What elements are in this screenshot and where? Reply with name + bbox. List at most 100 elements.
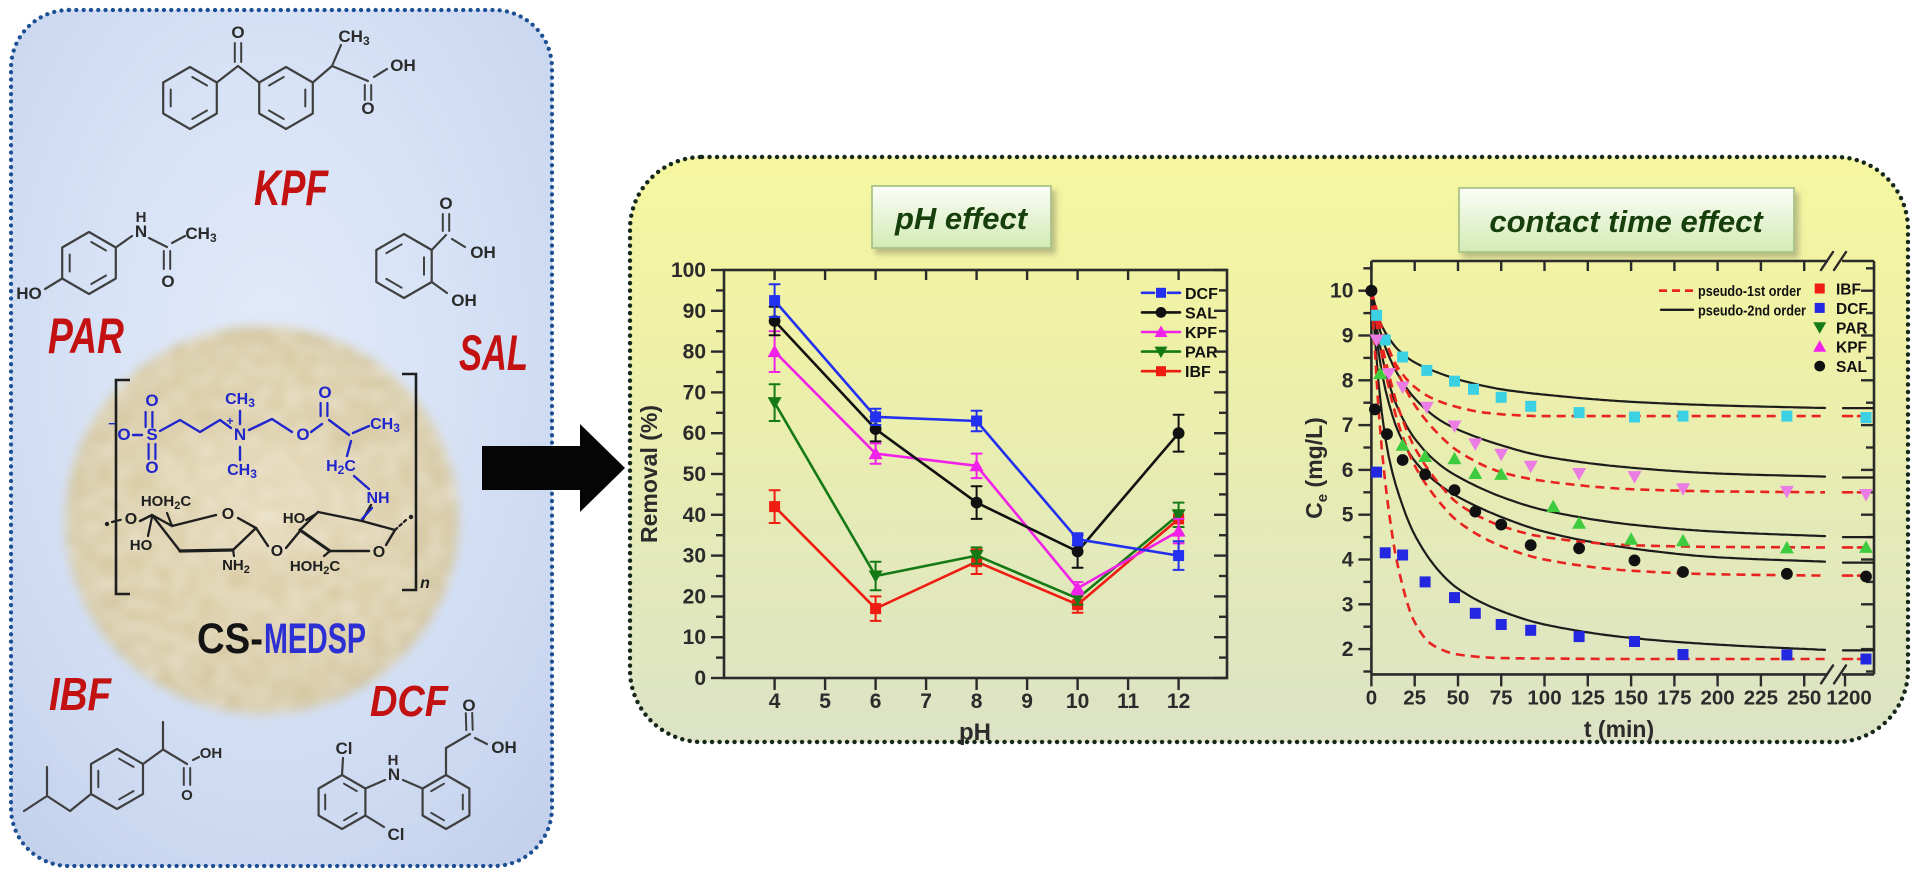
svg-text:contact time effect: contact time effect: [1489, 204, 1764, 239]
svg-text:IBF: IBF: [1836, 282, 1861, 299]
svg-text:9: 9: [1342, 325, 1354, 348]
svg-text:O: O: [296, 425, 309, 444]
svg-text:75: 75: [1490, 686, 1513, 709]
svg-text:O: O: [145, 458, 158, 477]
svg-text:IBF: IBF: [1185, 364, 1211, 381]
svg-text:5: 5: [819, 690, 831, 713]
svg-text:0: 0: [1366, 686, 1377, 709]
svg-text:4: 4: [769, 690, 781, 713]
svg-text:200: 200: [1700, 686, 1734, 709]
svg-text:Removal (%): Removal (%): [636, 405, 662, 543]
svg-text:O: O: [373, 544, 385, 561]
svg-text:10: 10: [683, 626, 706, 649]
svg-text:8: 8: [971, 690, 983, 713]
svg-text:80: 80: [683, 341, 706, 364]
svg-text:PAR: PAR: [48, 308, 124, 364]
svg-text:CH3: CH3: [185, 224, 217, 245]
svg-text:O: O: [145, 391, 158, 410]
svg-text:11: 11: [1117, 690, 1140, 713]
svg-text:O: O: [181, 787, 193, 804]
svg-text:8: 8: [1342, 369, 1354, 392]
svg-text:125: 125: [1571, 686, 1605, 709]
svg-text:175: 175: [1657, 686, 1691, 709]
svg-text:N: N: [388, 765, 400, 784]
svg-text:O: O: [222, 506, 234, 523]
svg-text:O: O: [271, 543, 283, 560]
svg-text:7: 7: [920, 690, 932, 713]
svg-text:25: 25: [1403, 686, 1426, 709]
svg-text:10: 10: [1066, 690, 1089, 713]
svg-text:40: 40: [683, 504, 706, 527]
svg-text:KPF: KPF: [1836, 340, 1867, 357]
svg-text:100: 100: [1527, 686, 1561, 709]
svg-text:9: 9: [1021, 690, 1033, 713]
svg-text:12: 12: [1167, 690, 1190, 713]
svg-text:NH2: NH2: [222, 557, 250, 576]
svg-text:2: 2: [1342, 638, 1354, 661]
svg-text:OH: OH: [451, 291, 477, 310]
svg-text:CH3: CH3: [338, 27, 370, 48]
svg-text:pH: pH: [959, 719, 991, 746]
svg-text:SAL: SAL: [1185, 305, 1217, 322]
svg-text:HO: HO: [16, 284, 42, 303]
svg-text:CH3: CH3: [370, 416, 400, 435]
svg-text:SAL: SAL: [459, 325, 528, 381]
svg-text:6: 6: [1342, 459, 1354, 482]
svg-text:O: O: [125, 511, 137, 528]
svg-text:OH: OH: [491, 738, 517, 757]
svg-text:CS-: CS-: [197, 615, 263, 663]
svg-text:NH: NH: [366, 490, 389, 507]
svg-text:O: O: [439, 194, 452, 213]
svg-text:10: 10: [1330, 280, 1353, 303]
svg-text:Cl: Cl: [388, 825, 405, 844]
svg-text:+: +: [226, 414, 233, 428]
svg-text:MEDSP: MEDSP: [264, 615, 366, 663]
svg-text:90: 90: [683, 300, 706, 323]
svg-text:30: 30: [683, 545, 706, 568]
svg-text:pseudo-2nd order: pseudo-2nd order: [1698, 303, 1806, 320]
svg-text:50: 50: [683, 463, 706, 486]
svg-text:0: 0: [694, 667, 706, 690]
svg-text:SAL: SAL: [1836, 359, 1867, 376]
svg-text:CH3: CH3: [227, 462, 257, 481]
svg-text:n: n: [420, 575, 430, 592]
svg-text:250: 250: [1787, 686, 1821, 709]
svg-text:DCF: DCF: [1185, 286, 1218, 303]
svg-text:4: 4: [1342, 549, 1354, 572]
svg-text:H: H: [136, 209, 147, 226]
svg-text:O: O: [361, 99, 374, 118]
svg-text:DCF: DCF: [1836, 301, 1868, 318]
svg-text:H: H: [388, 752, 399, 769]
svg-text:N: N: [234, 425, 246, 444]
svg-text:PAR: PAR: [1836, 320, 1868, 337]
svg-text:20: 20: [683, 585, 706, 608]
svg-text:KPF: KPF: [254, 160, 329, 216]
svg-text:HOH2C: HOH2C: [290, 558, 340, 577]
svg-text:225: 225: [1744, 686, 1778, 709]
svg-text:O: O: [117, 425, 130, 444]
svg-text:O: O: [231, 23, 244, 42]
svg-text:KPF: KPF: [1185, 325, 1217, 342]
svg-text:6: 6: [870, 690, 882, 713]
svg-text:O: O: [318, 383, 331, 402]
svg-text:7: 7: [1342, 414, 1354, 437]
svg-text:Cl: Cl: [336, 739, 353, 758]
svg-text:CH3: CH3: [225, 391, 255, 410]
svg-text:1200: 1200: [1826, 686, 1872, 709]
svg-text:IBF: IBF: [49, 668, 113, 720]
svg-text:HOH2C: HOH2C: [141, 493, 191, 512]
svg-text:t (min): t (min): [1584, 716, 1654, 742]
svg-text:150: 150: [1614, 686, 1648, 709]
svg-text:OH: OH: [200, 745, 223, 762]
svg-text:DCF: DCF: [370, 677, 449, 726]
svg-text:3: 3: [1342, 593, 1354, 616]
svg-text:pseudo-1st order: pseudo-1st order: [1698, 283, 1801, 300]
svg-text:H2C: H2C: [326, 458, 356, 477]
svg-text:5: 5: [1342, 504, 1354, 527]
svg-text:HO: HO: [130, 537, 153, 554]
svg-text:60: 60: [683, 422, 706, 445]
svg-text:O: O: [462, 696, 475, 715]
svg-text:OH: OH: [390, 56, 416, 75]
svg-text:100: 100: [671, 259, 706, 282]
svg-text:N: N: [135, 222, 147, 241]
